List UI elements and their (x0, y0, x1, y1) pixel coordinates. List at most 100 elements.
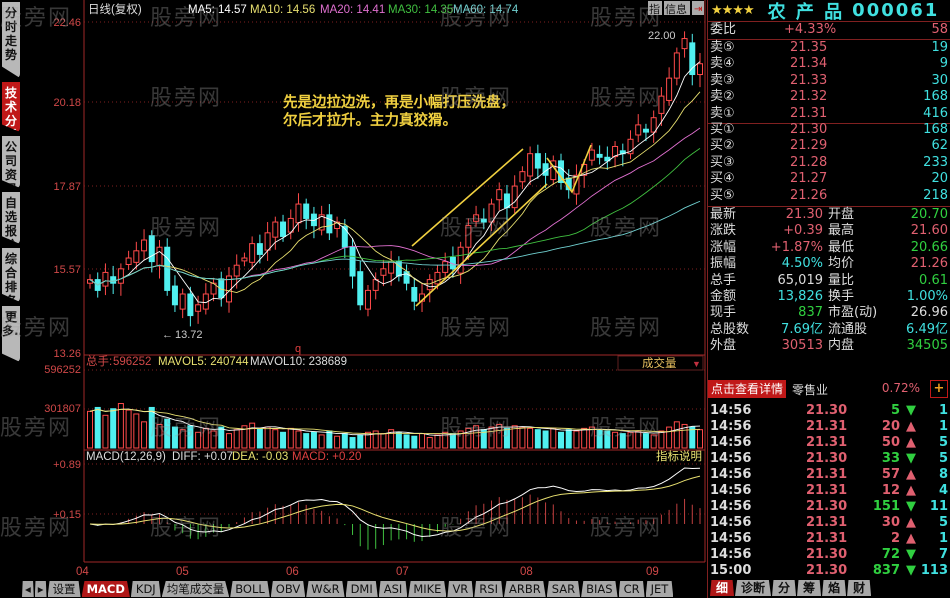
candle (102, 263, 109, 296)
volume-bar (357, 434, 364, 449)
tick-vol: 837 (872, 563, 900, 578)
indicator-tab[interactable]: ASI (378, 581, 408, 597)
tick-vol: 2 (890, 531, 900, 546)
info-buttons[interactable]: 指 信息 ⇥ (648, 1, 704, 16)
volume-bar (542, 430, 549, 449)
stat-row: 总手 65,019 量比 0.61 (710, 273, 948, 289)
bid-row-cell: 21.30 (790, 122, 828, 137)
quote-tab[interactable]: 分 (772, 580, 797, 596)
bid-row-cell: 21.28 (790, 154, 828, 170)
q-marker: q (295, 343, 301, 355)
info-button[interactable]: 信息 (665, 2, 687, 16)
candle (310, 206, 317, 239)
tick-row: 14:56 21.31 57 8 ▲ (710, 467, 948, 483)
indicator-tab[interactable]: W&R (306, 581, 345, 597)
scroll-right-button[interactable]: ▸ (34, 581, 47, 597)
sidebar-tab[interactable]: 更多... (2, 306, 20, 362)
annotation-text: 尔后才拉升。主力真狡猾。 (283, 111, 457, 129)
indicator-tab[interactable]: MACD (81, 581, 130, 597)
stat-row: 涨跌 +0.39 最高 21.60 (710, 223, 948, 239)
candle (658, 87, 665, 126)
scroll-left-button[interactable]: ◂ (22, 581, 34, 597)
sidebar-tab[interactable]: 技术分析 (2, 82, 20, 132)
add-button[interactable]: + (930, 380, 948, 398)
quote-tab[interactable]: 诊断 (735, 580, 772, 596)
candle (612, 141, 619, 168)
exit-icon[interactable] (692, 1, 704, 15)
volume-bar (550, 427, 557, 449)
indicator-help-link[interactable]: 指标说明 (656, 449, 702, 463)
dropdown-arrow-icon[interactable]: ▼ (692, 359, 701, 369)
tick-row: 14:56 21.31 20 1 ▲ (710, 419, 948, 435)
candle (642, 123, 649, 142)
tick-row: 15:00 21.30 837 113 ▼ (710, 563, 948, 579)
indicator-tab[interactable]: OBV (270, 581, 306, 597)
candle (326, 204, 333, 241)
indicator-tab[interactable]: VR (447, 581, 474, 597)
indicator-tab[interactable]: RSI (474, 581, 503, 597)
volume-bar (465, 427, 472, 449)
zhi-button[interactable]: 指 (649, 2, 660, 16)
indicator-tab[interactable]: KDJ (130, 581, 161, 597)
quote-tab[interactable]: 焰 (822, 580, 847, 596)
stat-row-cell: 837 (798, 305, 823, 321)
trend-line (411, 148, 524, 247)
ma10-line (89, 91, 701, 294)
tick-row: 14:56 21.30 5 1 ▼ (710, 403, 948, 419)
volume-bar (264, 426, 271, 449)
volume-bar (488, 426, 495, 449)
indicator-tab[interactable]: 均笔成交量 (161, 581, 230, 597)
volume-bar (133, 413, 140, 449)
candle (295, 193, 302, 232)
tick-time: 14:56 (710, 435, 752, 450)
industry-name[interactable]: 零售业 (792, 383, 829, 397)
view-details-button[interactable]: 点击查看详情 (708, 380, 786, 398)
volume-bar (110, 408, 117, 449)
stat-row-cell: 内盘 (828, 338, 855, 354)
indicator-tab[interactable]: JET (645, 581, 674, 597)
indicator-tab[interactable]: 设置 (47, 581, 81, 597)
tick-n: 5 (938, 515, 948, 530)
volume-bar (449, 433, 456, 449)
sidebar-tab[interactable]: 自选报价 (2, 192, 20, 244)
candle (619, 143, 626, 167)
candle (681, 31, 688, 58)
tick-n: 1 (938, 403, 948, 418)
indicator-tab[interactable]: MIKE (408, 581, 447, 597)
quote-tab[interactable]: 细 (710, 580, 735, 596)
volume-bar (496, 423, 503, 449)
indicator-select-value[interactable]: 成交量 (642, 356, 677, 370)
arrow-up-icon: ▲ (906, 483, 916, 498)
period-label[interactable]: 日线(复权) (88, 2, 142, 16)
stat-row-cell: 总股数 (710, 321, 750, 337)
indicator-tab[interactable]: ARBR (503, 581, 546, 597)
candle (87, 274, 93, 289)
candle (395, 256, 402, 282)
tick-time: 14:56 (710, 403, 752, 418)
divider (708, 123, 950, 124)
indicator-select[interactable] (617, 355, 704, 371)
tick-time: 14:56 (710, 531, 752, 546)
volume-bar (457, 430, 464, 449)
quote-tab[interactable]: 筹 (797, 580, 822, 596)
arrow-down-icon: ▼ (906, 563, 916, 578)
bid-row-cell: 218 (923, 187, 948, 203)
stat-row-cell: +1.87% (770, 239, 823, 255)
indicator-tab[interactable]: CR (618, 581, 645, 597)
sidebar-tab[interactable]: 分时走势 (2, 2, 20, 78)
stat-row: 振幅 4.50% 均价 21.26 (710, 256, 948, 272)
candle (256, 234, 263, 264)
indicator-tab[interactable]: BIAS (581, 581, 618, 597)
bid-row-cell: 20 (931, 171, 948, 187)
macd-tick: +0.89 (53, 459, 81, 471)
ask-row-cell: 21.33 (790, 72, 828, 88)
indicator-tab[interactable]: BOLL (230, 581, 270, 597)
indicator-tab[interactable]: DMI (345, 581, 378, 597)
quote-tab[interactable]: 财 (847, 580, 872, 596)
ask-row: 卖② 21.32 168 (710, 89, 948, 105)
tick-time: 14:56 (710, 483, 752, 498)
indicator-tab[interactable]: SAR (546, 581, 581, 597)
candle (171, 275, 178, 312)
bid-row-cell: 168 (923, 122, 948, 137)
kline-chart[interactable]: 22.46 20.18 17.87 15.57 13.26 596252 301… (0, 0, 707, 580)
